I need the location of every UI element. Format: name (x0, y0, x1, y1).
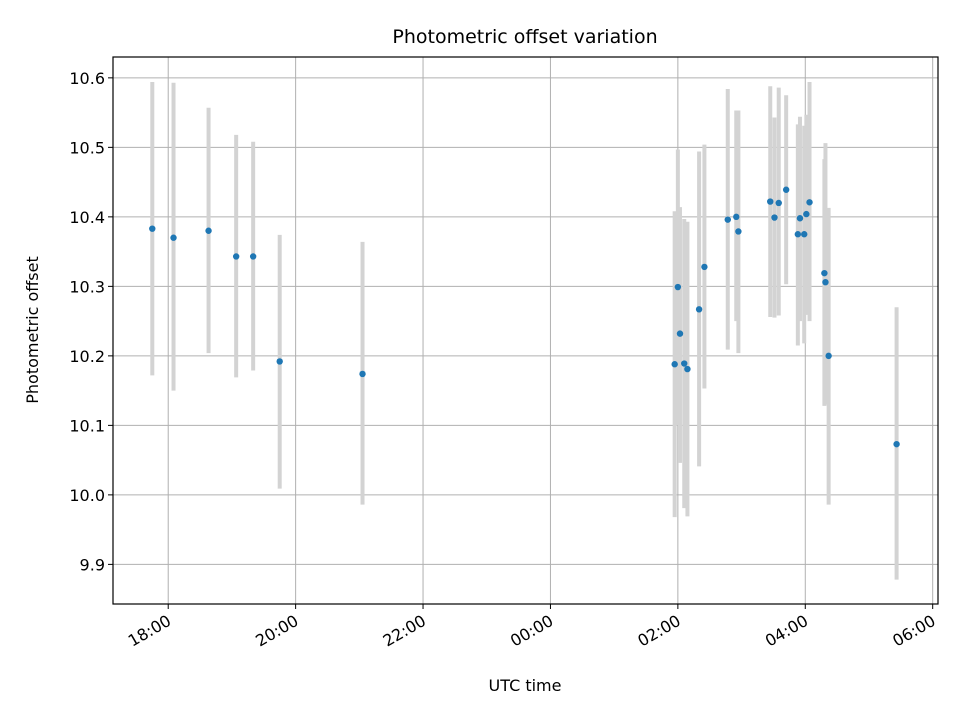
data-point (893, 440, 900, 448)
y-tick-label: 10.1 (69, 416, 105, 435)
data-points (149, 186, 900, 448)
data-point (796, 215, 804, 222)
data-point (701, 263, 708, 271)
y-tick-label: 10.4 (69, 208, 105, 227)
data-point (684, 365, 691, 373)
data-point (735, 228, 742, 235)
data-point (149, 225, 156, 232)
data-point (249, 253, 257, 260)
data-point (205, 227, 212, 234)
data-point (695, 306, 703, 313)
y-axis-title: Photometric offset (23, 256, 42, 404)
data-point (674, 283, 682, 291)
y-tick-label: 10.6 (69, 69, 105, 88)
data-point (232, 253, 240, 260)
data-point (771, 214, 778, 221)
y-tick-label: 10.5 (69, 138, 105, 157)
data-point (676, 330, 684, 337)
y-tick-label: 9.9 (80, 555, 105, 574)
data-point (822, 278, 829, 286)
data-point (801, 231, 808, 238)
data-point (794, 231, 802, 238)
data-point (782, 186, 790, 193)
data-point (724, 216, 731, 223)
data-point (803, 210, 810, 218)
data-point (359, 370, 366, 378)
data-point (733, 213, 740, 221)
chart-title: Photometric offset variation (392, 26, 657, 48)
data-point (170, 234, 177, 241)
data-point (767, 198, 774, 205)
x-axis-title: UTC time (489, 676, 562, 695)
y-tick-label: 10.3 (69, 277, 105, 296)
data-point (806, 199, 813, 206)
data-point (825, 352, 832, 360)
y-axis: 9.9 10.0 10.1 10.2 10.3 10.4 10.5 10.6 (69, 69, 113, 574)
data-point (775, 199, 782, 207)
data-point (681, 360, 688, 367)
data-point (821, 269, 828, 277)
data-point (276, 358, 283, 365)
plot-frame (112, 56, 939, 605)
y-tick-label: 10.2 (69, 347, 105, 366)
y-tick-label: 10.0 (69, 486, 105, 505)
data-point (671, 361, 678, 368)
